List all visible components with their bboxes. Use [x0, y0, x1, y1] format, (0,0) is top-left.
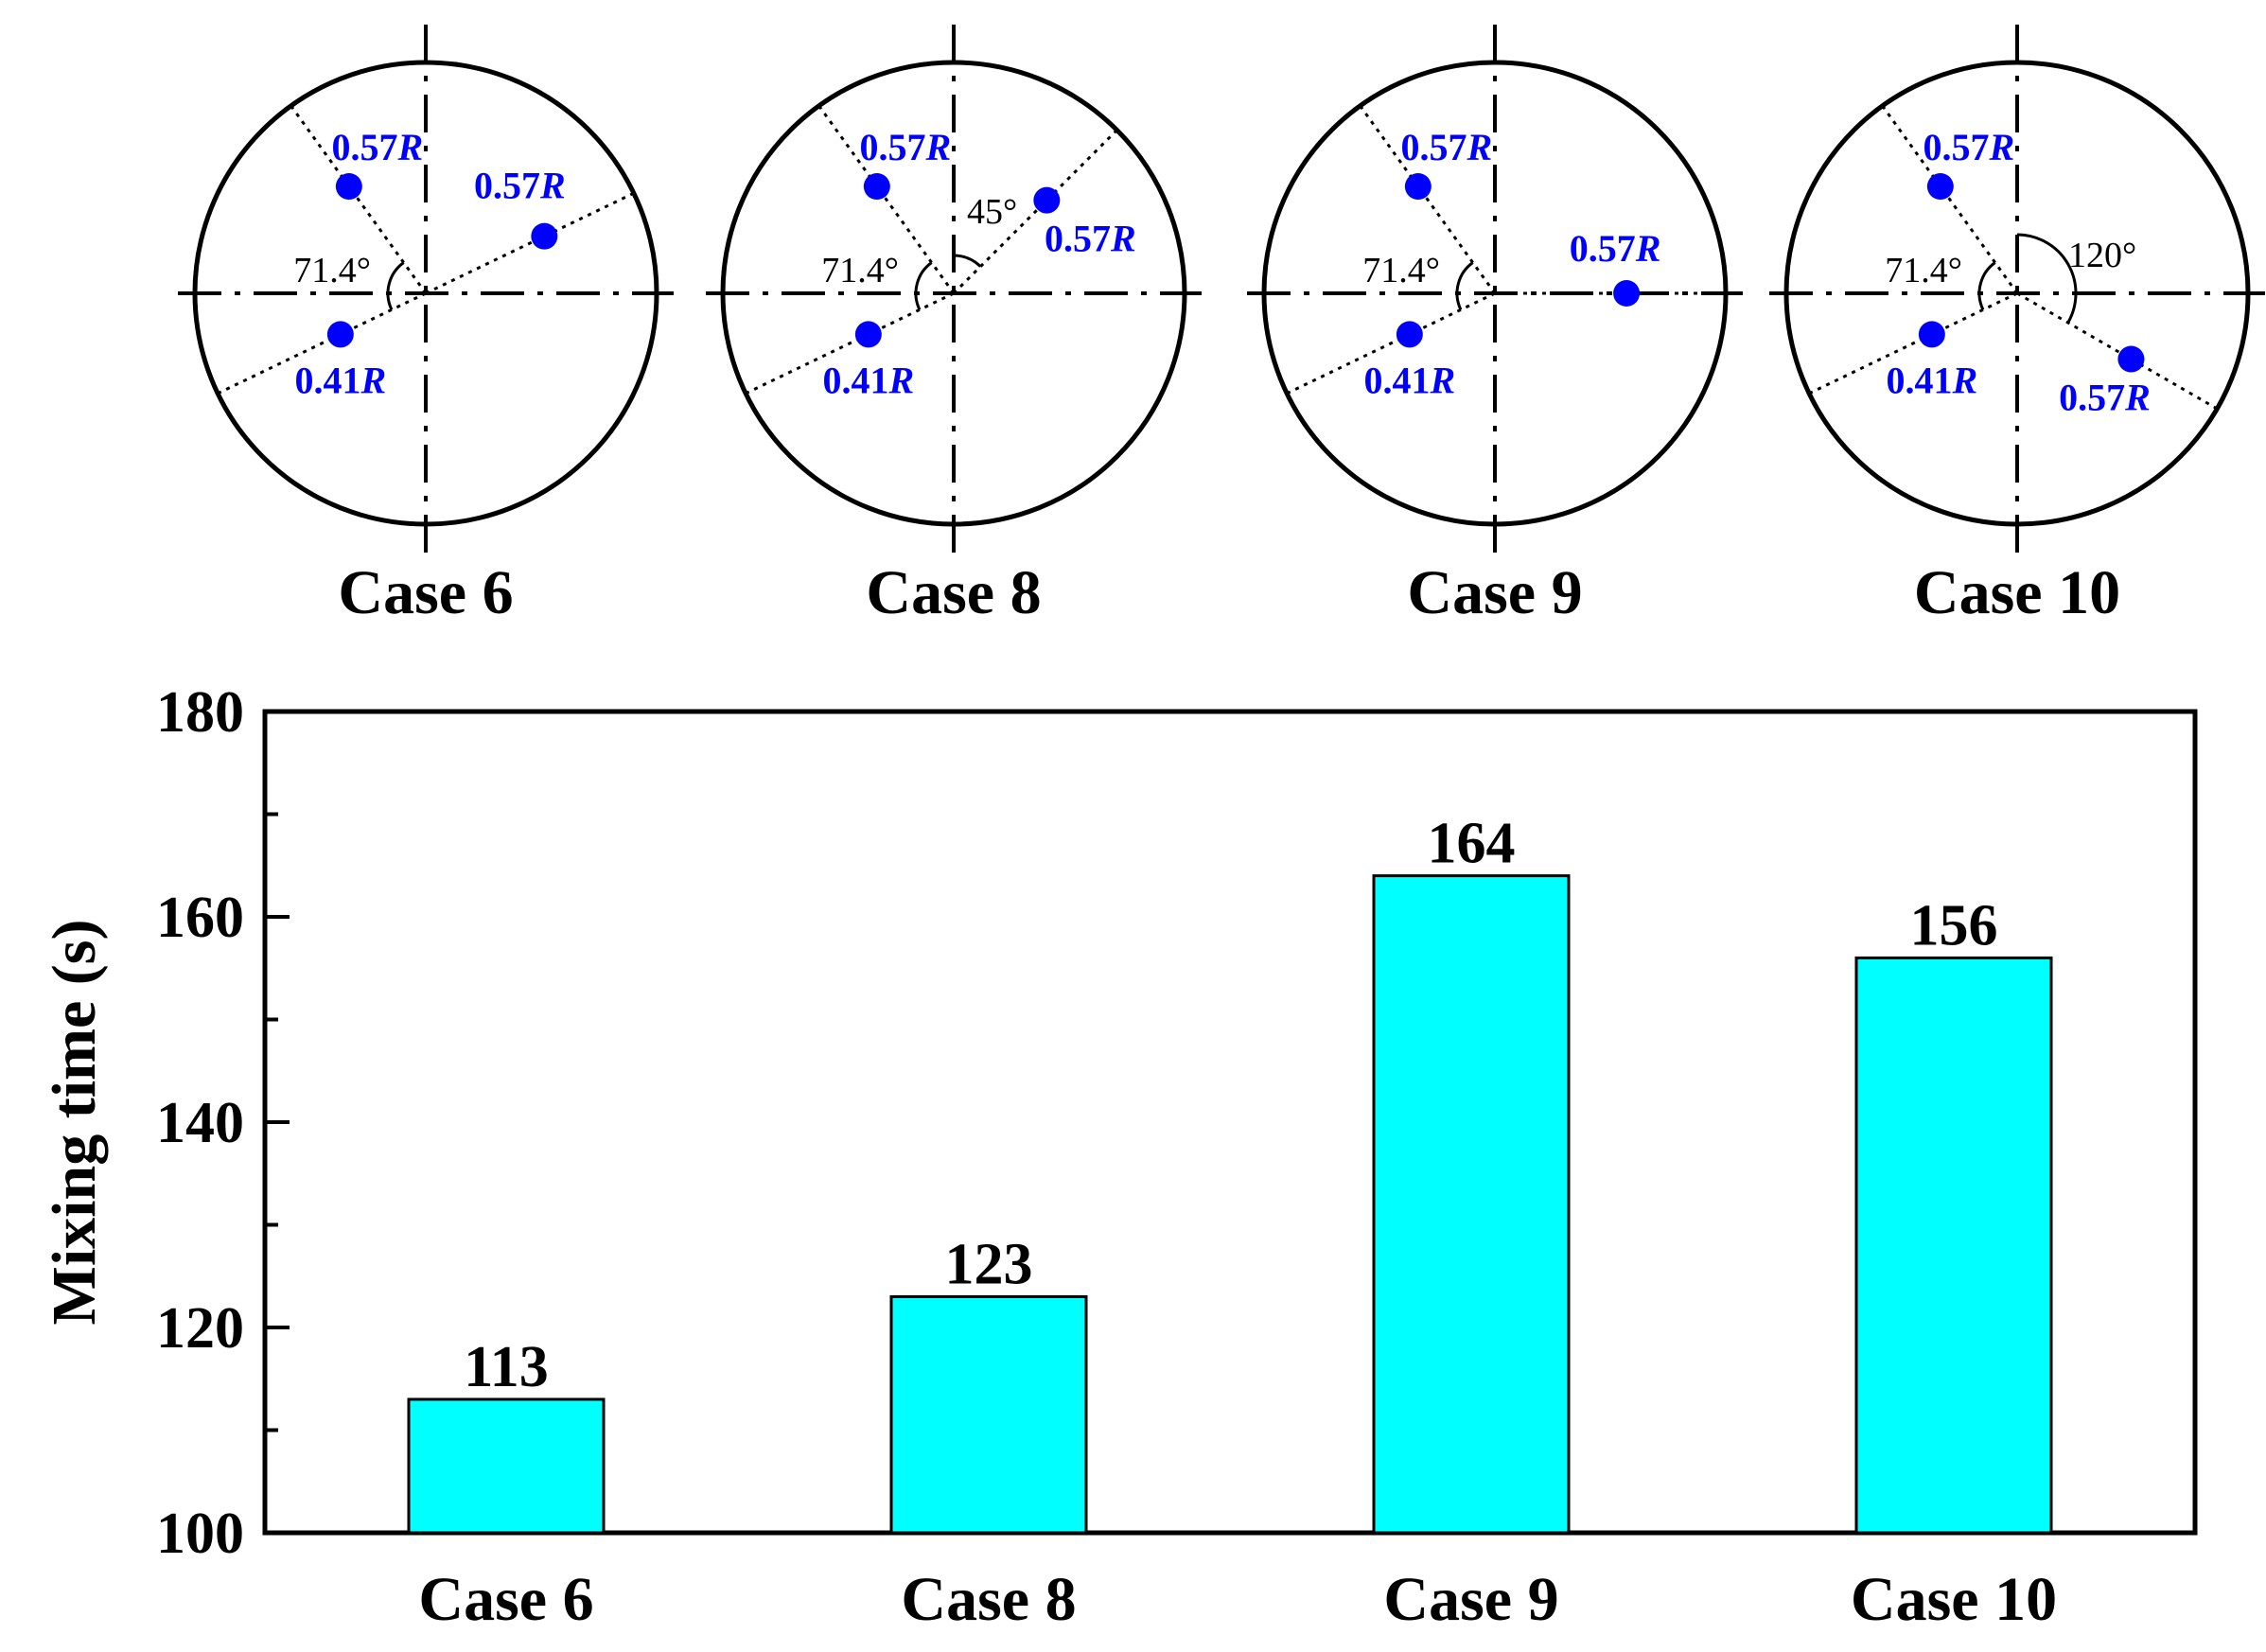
point-label: 0.57R	[474, 165, 566, 207]
radial-dotted-line	[425, 191, 635, 295]
case-title: Case 6	[338, 558, 513, 627]
injection-point	[1033, 186, 1061, 214]
angle-arc	[1977, 261, 1996, 310]
point-label: 0.41R	[1887, 359, 1978, 401]
bars: 113 Case 6 123 Case 8 164 Case 9 156 Case 10	[407, 812, 2057, 1634]
y-tick-label: 180	[156, 680, 244, 745]
mixing-time-bar-chart: 100 120 140 160 180 113 Case 6 123 Case 8 164 Cas…	[40, 680, 2198, 1634]
case-title: Case 10	[1914, 558, 2120, 627]
case-title: Case 8	[866, 558, 1041, 627]
point-label: 0.57R	[1045, 218, 1136, 260]
point-label: 0.41R	[823, 359, 915, 401]
point-label: 0.57R	[331, 126, 423, 168]
radial-dotted-line	[1359, 104, 1497, 294]
angle-label: 71.4°	[1362, 251, 1440, 290]
bar-value-label: 164	[1428, 812, 1516, 876]
radial-dotted-line	[2016, 291, 2219, 411]
injection-point	[1926, 173, 1954, 201]
y-tick-label: 140	[156, 1091, 244, 1155]
angle-label: 71.4°	[293, 251, 371, 290]
angle-arc	[1455, 261, 1474, 310]
case-schematic: 0.57R 0.41R 0.57R 71.4° 120° Case 10	[1769, 25, 2265, 627]
injection-point	[854, 321, 882, 348]
bar	[889, 1294, 1088, 1535]
bar-value-label: 113	[464, 1335, 549, 1399]
y-axis-title: Mixing time (s)	[40, 920, 109, 1326]
injection-point	[1613, 280, 1641, 307]
y-tick-label: 160	[156, 886, 244, 950]
x-category-label: Case 10	[1851, 1565, 2057, 1634]
x-category-label: Case 9	[1383, 1565, 1558, 1634]
point-label: 0.57R	[1570, 227, 1661, 270]
angle-label: 45°	[967, 192, 1017, 232]
injection-point	[863, 173, 890, 201]
bar	[1854, 956, 2053, 1535]
x-category-label: Case 6	[418, 1565, 593, 1634]
point-label: 0.57R	[2059, 377, 2151, 419]
case-title: Case 9	[1407, 558, 1582, 627]
injection-point	[326, 321, 354, 348]
point-label: 0.57R	[1400, 126, 1492, 168]
point-label: 0.41R	[1364, 359, 1456, 401]
point-label: 0.41R	[295, 359, 387, 401]
angle-label: 71.4°	[1885, 251, 1962, 290]
angle-arc	[2016, 233, 2078, 324]
point-label: 0.57R	[859, 126, 951, 168]
y-tick-label: 100	[156, 1502, 244, 1566]
injection-point	[335, 173, 362, 201]
bar-value-label: 156	[1910, 893, 1998, 958]
injection-point	[2117, 345, 2145, 373]
angle-arc	[386, 261, 405, 310]
case-schematic: 0.57R 0.41R 0.57R 71.4° 45° Case 8	[706, 25, 1202, 627]
case-schematic: 0.57R 0.41R 0.57R 71.4° Case 6	[178, 25, 674, 627]
angle-label: 71.4°	[821, 251, 899, 290]
case-schematic: 0.57R 0.41R 0.57R 71.4° Case 9	[1247, 25, 1743, 627]
injection-point	[531, 222, 558, 250]
bar-value-label: 123	[945, 1232, 1033, 1296]
angle-arc	[953, 254, 982, 268]
y-tick-label: 120	[156, 1296, 244, 1361]
angle-arc	[914, 261, 933, 310]
y-axis-ticks: 100 120 140 160 180	[156, 680, 290, 1566]
injection-point	[1396, 321, 1423, 348]
radial-dotted-line	[817, 104, 956, 294]
angle-label: 120°	[2068, 236, 2136, 275]
x-category-label: Case 8	[901, 1565, 1076, 1634]
bar	[1372, 874, 1571, 1535]
injection-point	[1918, 321, 1945, 348]
bar	[407, 1397, 606, 1535]
point-label: 0.57R	[1923, 126, 2014, 168]
injection-point	[1404, 173, 1432, 201]
